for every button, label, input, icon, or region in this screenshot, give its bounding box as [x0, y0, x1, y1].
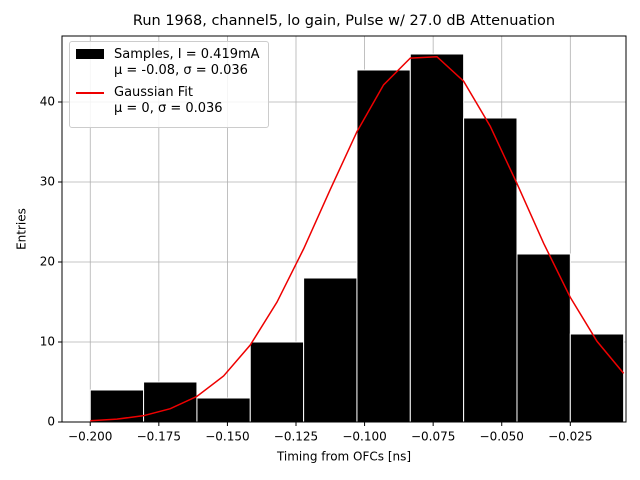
- bar: [569, 333, 625, 423]
- x-tick-label: −0.200: [68, 430, 112, 444]
- x-axis-label: Timing from OFCs [ns]: [276, 450, 411, 464]
- legend: Samples, I = 0.419mA μ = -0.08, σ = 0.03…: [69, 41, 269, 128]
- x-tick-label: −0.075: [411, 430, 455, 444]
- bar: [356, 69, 411, 423]
- legend-swatch: [76, 47, 104, 61]
- y-tick-label: 0: [47, 415, 55, 429]
- x-tick-label: −0.175: [137, 430, 181, 444]
- legend-swatch: [76, 85, 104, 99]
- y-tick-label: 20: [40, 255, 55, 269]
- legend-entry: Gaussian Fit μ = 0, σ = 0.036: [76, 85, 260, 117]
- legend-entry: Samples, I = 0.419mA μ = -0.08, σ = 0.03…: [76, 47, 260, 79]
- x-tick-label: −0.025: [548, 430, 592, 444]
- bar: [463, 117, 518, 423]
- y-tick-label: 40: [40, 95, 55, 109]
- bar: [249, 341, 305, 423]
- bar: [143, 381, 198, 423]
- legend-label: Gaussian Fit μ = 0, σ = 0.036: [114, 85, 223, 116]
- x-tick-label: −0.100: [342, 430, 386, 444]
- x-tick-label: −0.150: [205, 430, 249, 444]
- y-tick-label: 10: [40, 335, 55, 349]
- x-tick-label: −0.125: [274, 430, 318, 444]
- legend-label: Samples, I = 0.419mA μ = -0.08, σ = 0.03…: [114, 47, 260, 78]
- y-tick-label: 30: [40, 175, 55, 189]
- bar: [516, 253, 571, 423]
- bar: [303, 277, 358, 423]
- axes-frame: [61, 35, 627, 423]
- bar: [196, 397, 251, 423]
- chart-title: Run 1968, channel5, lo gain, Pulse w/ 27…: [133, 13, 555, 29]
- fit-line: [90, 55, 625, 422]
- x-tick-label: −0.050: [480, 430, 524, 444]
- bar: [409, 53, 465, 423]
- y-axis-label: Entries: [15, 208, 29, 250]
